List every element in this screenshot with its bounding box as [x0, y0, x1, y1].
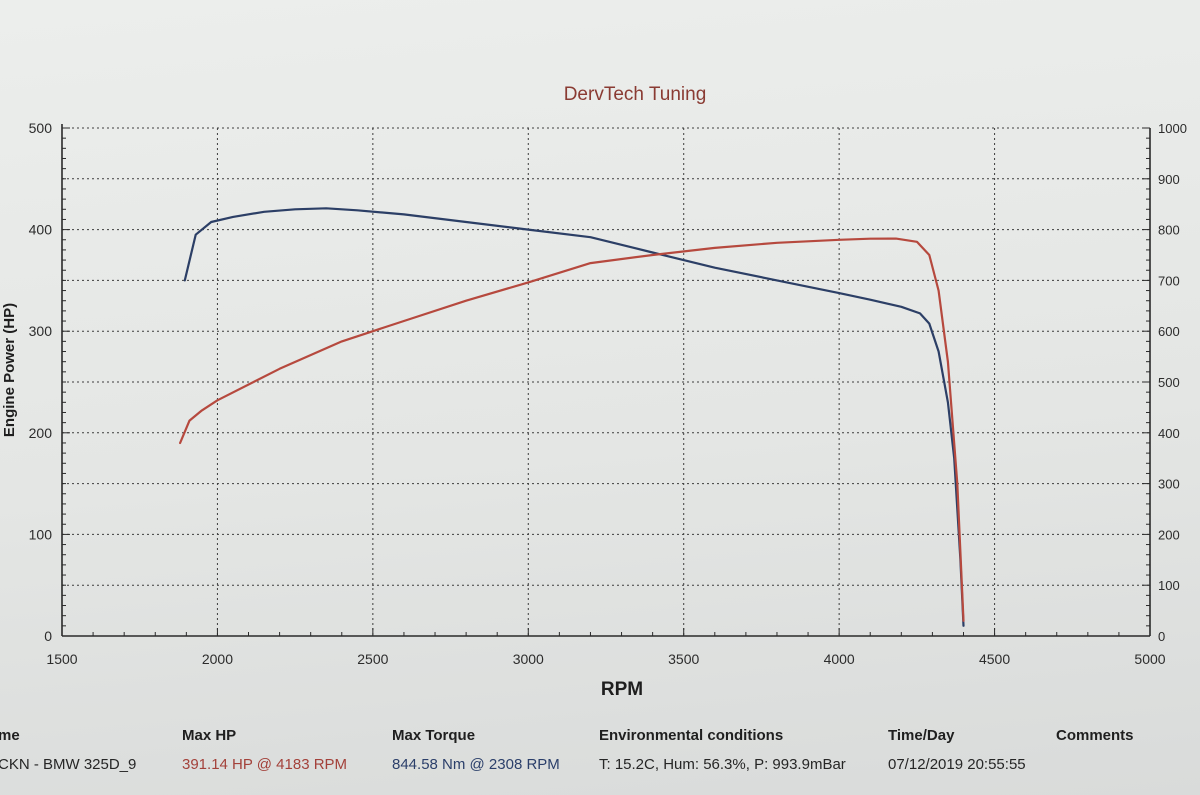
torque-series-line: [183, 207, 965, 627]
footer-env-column: Environmental conditions T: 15.2C, Hum: …: [599, 727, 846, 773]
grid-lines: [62, 127, 1150, 636]
footer-time-header: Time/Day: [888, 727, 955, 744]
footer-comments-column: Comments: [1056, 727, 1134, 744]
x-axis-label: RPM: [601, 679, 643, 700]
footer-maxtorque-column: Max Torque 844.58 Nm @ 2308 RPM: [392, 727, 560, 773]
right-tick-label: 200: [1158, 527, 1180, 542]
right-tick-label: 400: [1158, 426, 1180, 441]
x-tick-label: 4000: [824, 651, 855, 667]
right-tick-label: 900: [1158, 172, 1180, 187]
left-tick-label: 0: [44, 628, 52, 644]
right-tick-label: 100: [1158, 578, 1180, 593]
right-tick-label: 0: [1158, 629, 1165, 644]
footer-name-header: me: [0, 727, 20, 744]
x-tick-label: 3000: [513, 651, 544, 667]
chart-title: DervTech Tuning: [564, 84, 707, 105]
footer-time-value: 07/12/2019 20:55:55: [888, 756, 1026, 773]
footer-env-value: T: 15.2C, Hum: 56.3%, P: 993.9mBar: [599, 756, 846, 773]
right-tick-label: 800: [1158, 223, 1180, 238]
footer-time-column: Time/Day 07/12/2019 20:55:55: [888, 727, 1026, 773]
footer-name-value: CKN - BMW 325D_9: [0, 756, 137, 773]
x-tick-label: 5000: [1134, 651, 1165, 667]
tick-labels: 0100200300400500010020030040050060070080…: [29, 120, 1187, 667]
right-tick-label: 300: [1158, 477, 1180, 492]
x-tick-label: 2500: [357, 651, 388, 667]
footer-maxtorque-header: Max Torque: [392, 727, 476, 744]
footer-comments-header: Comments: [1056, 727, 1134, 744]
y-axis-label: Engine Power (HP): [1, 303, 18, 437]
footer-maxtorque-value: 844.58 Nm @ 2308 RPM: [392, 756, 560, 773]
power-series-line: [179, 237, 965, 622]
left-tick-label: 500: [29, 120, 53, 136]
footer-maxhp-column: Max HP 391.14 HP @ 4183 RPM: [182, 727, 347, 773]
right-tick-label: 1000: [1158, 121, 1187, 136]
right-tick-label: 600: [1158, 324, 1180, 339]
footer-name-column: me CKN - BMW 325D_9: [0, 727, 136, 773]
x-tick-label: 3500: [668, 651, 699, 667]
summary-footer: me CKN - BMW 325D_9 Max HP 391.14 HP @ 4…: [0, 712, 1200, 792]
footer-maxhp-header: Max HP: [182, 727, 237, 744]
right-tick-label: 700: [1158, 273, 1180, 288]
left-tick-label: 300: [29, 323, 53, 339]
x-tick-label: 4500: [979, 651, 1010, 667]
left-tick-label: 100: [29, 526, 53, 542]
axes: [61, 124, 1151, 637]
x-tick-label: 2000: [202, 651, 233, 667]
left-tick-label: 200: [29, 425, 53, 441]
series-lines: [179, 207, 965, 627]
right-tick-label: 500: [1158, 375, 1180, 390]
left-tick-label: 400: [29, 222, 53, 238]
footer-env-header: Environmental conditions: [599, 727, 784, 744]
x-tick-label: 1500: [46, 651, 77, 667]
footer-maxhp-value: 391.14 HP @ 4183 RPM: [182, 756, 348, 773]
